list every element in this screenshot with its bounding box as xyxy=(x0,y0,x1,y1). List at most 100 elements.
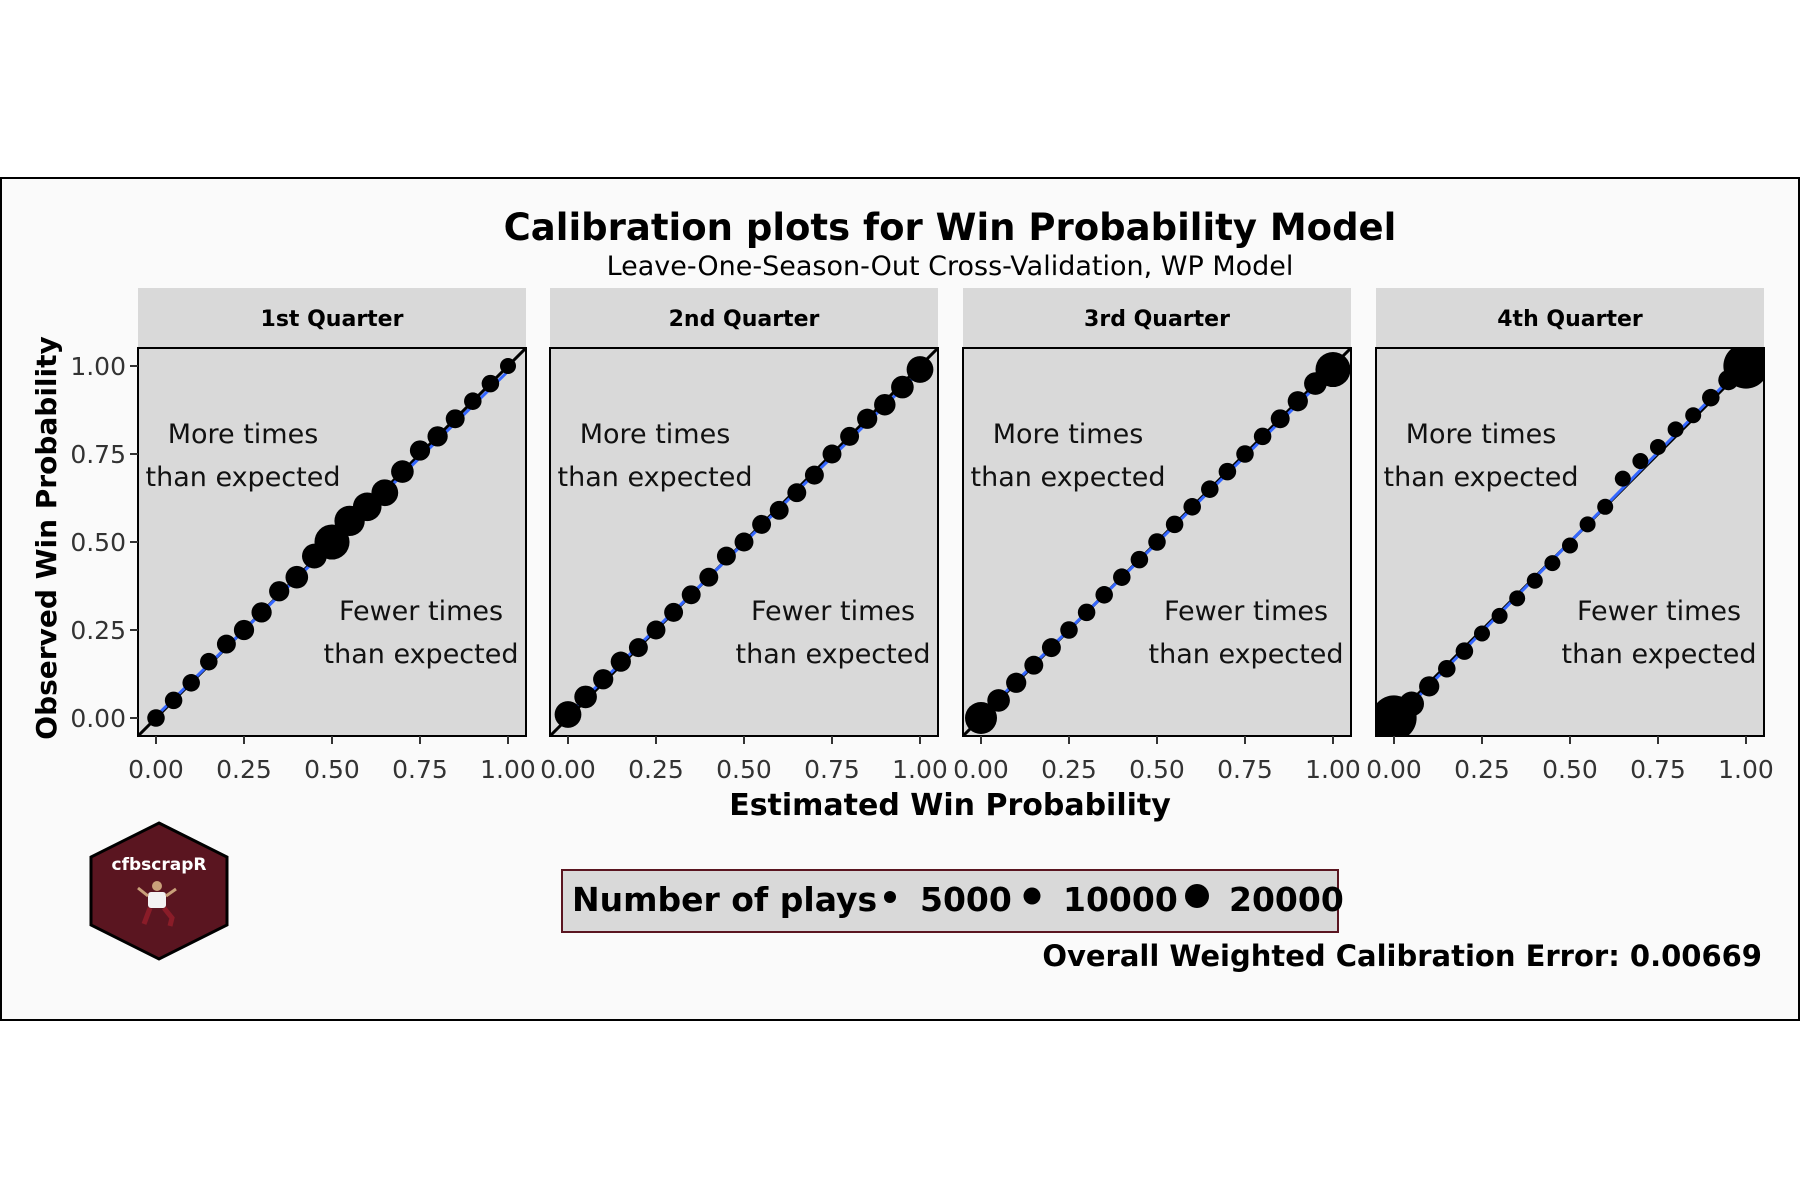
y-tick-label: 0.75 xyxy=(70,440,126,469)
data-point xyxy=(182,674,200,692)
data-point xyxy=(371,479,399,507)
data-point xyxy=(391,460,414,483)
x-tick-label: 0.50 xyxy=(304,755,360,784)
data-point xyxy=(1544,555,1561,572)
annotation-fewer-line1: Fewer times xyxy=(751,596,915,627)
data-point xyxy=(769,500,789,520)
data-point xyxy=(500,358,516,374)
chart-title: Calibration plots for Win Probability Mo… xyxy=(504,206,1397,249)
data-point xyxy=(1183,498,1201,516)
cfbscrapr-logo: cfbscrapR xyxy=(89,821,229,961)
x-axis-label: Estimated Win Probability xyxy=(729,788,1171,823)
data-point xyxy=(285,565,309,589)
x-tick-label: 0.00 xyxy=(540,755,596,784)
data-point xyxy=(1455,642,1474,660)
annotation-more-line2: than expected xyxy=(1384,462,1579,493)
calibration-error-footer: Overall Weighted Calibration Error: 0.00… xyxy=(1042,939,1762,973)
y-tick-label: 0.50 xyxy=(70,528,126,557)
data-point xyxy=(233,619,255,641)
chart-subtitle: Leave-One-Season-Out Cross-Validation, W… xyxy=(607,251,1294,282)
logo-hexagon xyxy=(89,821,229,961)
legend-label-20000: 20000 xyxy=(1229,880,1344,919)
data-point xyxy=(857,408,878,429)
data-point xyxy=(427,426,448,447)
facet-label: 1st Quarter xyxy=(261,307,404,332)
annotation-fewer-line2: than expected xyxy=(736,639,931,670)
data-point xyxy=(1236,445,1254,463)
data-point xyxy=(1597,498,1614,515)
facet-strip xyxy=(138,288,526,348)
data-point xyxy=(1006,672,1027,693)
data-point xyxy=(1685,407,1702,424)
data-point xyxy=(554,701,582,728)
legend-key-5000 xyxy=(884,891,896,903)
data-point xyxy=(752,514,772,534)
legend-label-10000: 10000 xyxy=(1063,880,1178,919)
data-point xyxy=(1077,603,1096,622)
data-point xyxy=(1614,470,1631,487)
data-point xyxy=(1165,515,1184,534)
data-point xyxy=(1270,409,1290,429)
panel-4: 4th Quarter More times than expected Fewer … xyxy=(1366,288,1774,784)
panel-plot-area xyxy=(550,348,938,736)
data-point xyxy=(593,669,614,690)
legend: Number of plays 5000 10000 20000 xyxy=(561,869,1344,933)
data-point xyxy=(822,444,842,464)
data-point xyxy=(1095,586,1113,604)
data-point xyxy=(1650,438,1666,455)
data-point xyxy=(1315,351,1351,388)
player-figure-icon xyxy=(137,881,177,927)
data-point xyxy=(1491,607,1508,624)
x-tick-label: 0.00 xyxy=(128,755,184,784)
data-point xyxy=(906,356,934,383)
data-point xyxy=(164,691,183,710)
data-point xyxy=(1526,572,1543,589)
panel-plot-area xyxy=(963,348,1351,736)
annotation-more-line1: More times xyxy=(993,419,1144,450)
annotation-fewer-line2: than expected xyxy=(1562,639,1757,670)
data-point xyxy=(1399,691,1424,717)
x-tick-label: 0.25 xyxy=(216,755,272,784)
y-tick-label: 1.00 xyxy=(70,352,126,381)
data-point xyxy=(646,620,666,640)
data-point xyxy=(147,709,165,727)
data-point xyxy=(1148,533,1166,551)
data-point xyxy=(664,602,684,622)
data-point xyxy=(1113,568,1131,586)
data-point xyxy=(1287,391,1308,412)
annotation-more-line1: More times xyxy=(1406,419,1557,450)
panel-plot-area xyxy=(138,348,526,736)
y-axis-label: Observed Win Probability xyxy=(30,336,63,739)
x-tick-label: 0.00 xyxy=(953,755,1009,784)
data-point xyxy=(1562,537,1578,554)
data-point xyxy=(716,546,736,566)
x-tick-label: 0.75 xyxy=(392,755,448,784)
data-point xyxy=(787,483,807,503)
data-point xyxy=(874,393,896,416)
annotation-fewer-line2: than expected xyxy=(324,639,519,670)
data-point xyxy=(1632,453,1649,470)
x-tick-label: 1.00 xyxy=(1305,755,1361,784)
data-point xyxy=(804,465,824,485)
x-tick-label: 0.75 xyxy=(1217,755,1273,784)
data-point xyxy=(840,426,860,446)
facet-label: 3rd Quarter xyxy=(1084,307,1230,332)
data-point xyxy=(1041,638,1061,658)
data-point xyxy=(481,374,500,393)
data-point xyxy=(628,638,648,658)
data-point xyxy=(1130,550,1149,569)
legend-key-10000 xyxy=(1023,887,1041,905)
data-point xyxy=(216,634,236,654)
x-tick-label: 0.25 xyxy=(628,755,684,784)
x-tick-label: 1.00 xyxy=(892,755,948,784)
x-tick-label: 0.50 xyxy=(1129,755,1185,784)
x-tick-label: 0.75 xyxy=(804,755,860,784)
data-point xyxy=(965,702,997,734)
x-tick-label: 0.25 xyxy=(1041,755,1097,784)
data-point xyxy=(1702,388,1720,407)
data-point xyxy=(1060,621,1078,639)
data-point xyxy=(409,440,431,461)
x-tick-label: 1.00 xyxy=(1718,755,1774,784)
panel-plot-area xyxy=(1376,348,1764,736)
data-point xyxy=(1201,480,1219,498)
